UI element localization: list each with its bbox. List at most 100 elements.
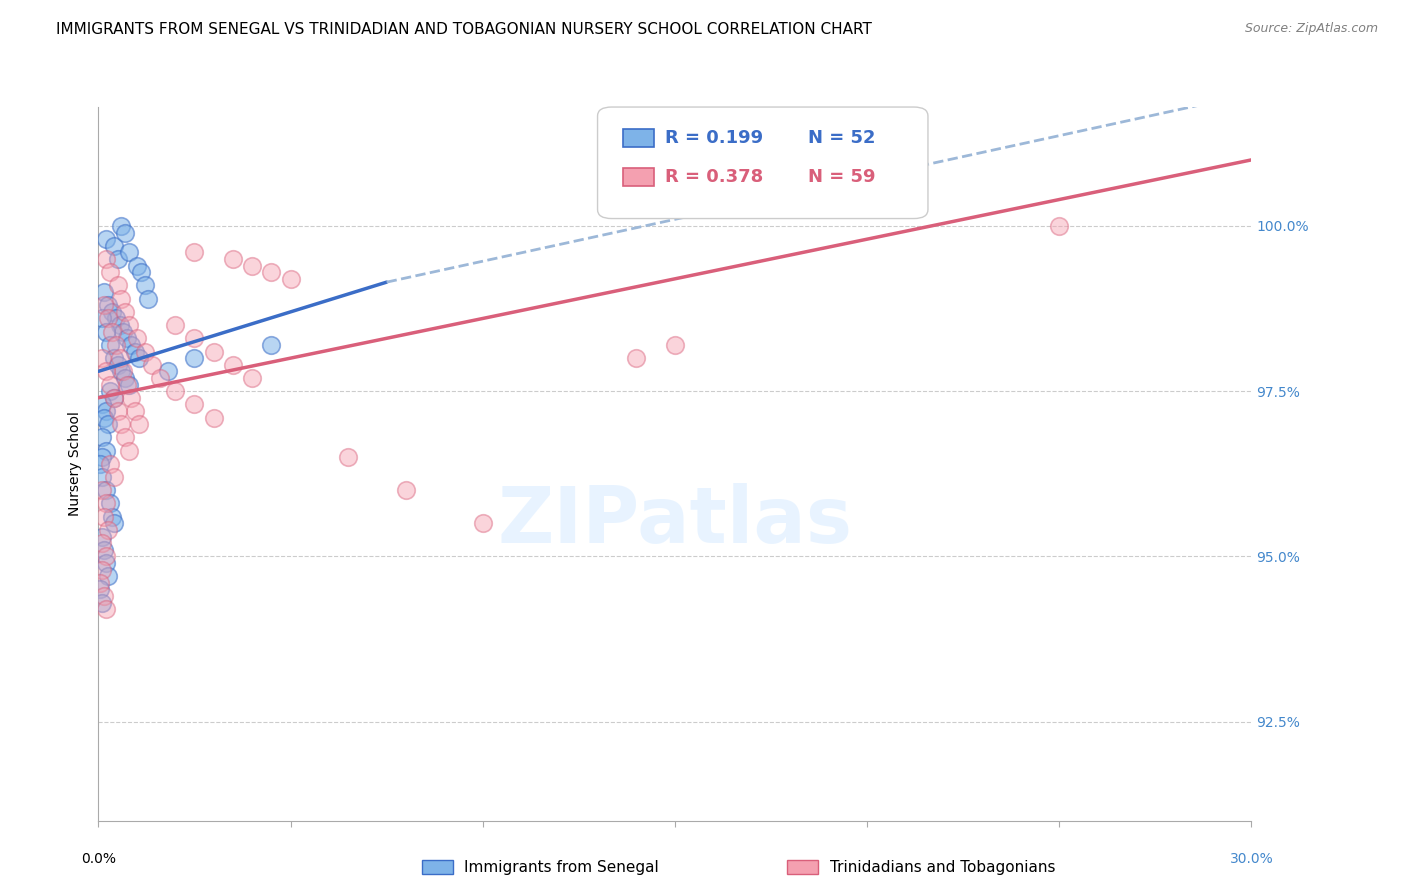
Point xyxy=(149,371,172,385)
Point xyxy=(97,417,120,432)
Point xyxy=(94,556,117,570)
Point xyxy=(118,318,141,332)
Point xyxy=(91,529,114,543)
Point xyxy=(89,582,111,597)
Point xyxy=(94,325,117,339)
Point xyxy=(138,292,160,306)
Point xyxy=(240,259,263,273)
Text: R = 0.199: R = 0.199 xyxy=(665,129,763,147)
Point xyxy=(103,239,125,253)
Point xyxy=(114,371,136,385)
Point xyxy=(134,344,156,359)
Point xyxy=(118,245,141,260)
Point xyxy=(260,338,283,352)
Point xyxy=(165,318,187,332)
Point xyxy=(93,285,115,299)
Point xyxy=(94,483,117,498)
Point xyxy=(103,470,125,484)
Point xyxy=(103,391,125,405)
Point xyxy=(222,252,245,266)
Text: Source: ZipAtlas.com: Source: ZipAtlas.com xyxy=(1244,22,1378,36)
Point xyxy=(183,331,205,345)
Text: N = 59: N = 59 xyxy=(808,168,876,186)
Point xyxy=(280,272,302,286)
Point xyxy=(107,252,129,266)
Point xyxy=(91,536,114,550)
Point xyxy=(108,318,131,332)
Point xyxy=(120,338,142,352)
Point xyxy=(471,516,494,531)
Point xyxy=(110,292,132,306)
Point xyxy=(93,542,115,557)
Text: R = 0.378: R = 0.378 xyxy=(665,168,763,186)
Point xyxy=(112,325,135,339)
Point xyxy=(202,344,225,359)
Text: Trinidadians and Tobagonians: Trinidadians and Tobagonians xyxy=(830,860,1054,874)
Point xyxy=(91,470,114,484)
Point xyxy=(664,338,686,352)
Y-axis label: Nursery School: Nursery School xyxy=(69,411,83,516)
Point xyxy=(118,377,141,392)
Point xyxy=(98,457,121,471)
Point xyxy=(104,311,127,326)
Point xyxy=(94,252,117,266)
Point xyxy=(260,265,283,279)
Point xyxy=(141,358,163,372)
Point xyxy=(128,417,150,432)
Point xyxy=(89,575,111,590)
Point xyxy=(91,430,114,444)
Point xyxy=(91,351,114,365)
Point xyxy=(107,404,129,418)
Point xyxy=(97,523,120,537)
Point xyxy=(103,351,125,365)
Point xyxy=(110,364,132,378)
Point xyxy=(97,569,120,583)
Point xyxy=(101,325,124,339)
Point xyxy=(98,265,121,279)
Point xyxy=(89,457,111,471)
Point xyxy=(91,563,114,577)
Point xyxy=(134,278,156,293)
Point xyxy=(110,219,132,233)
Point xyxy=(125,259,148,273)
Point xyxy=(101,305,124,319)
Point xyxy=(107,278,129,293)
Point xyxy=(91,450,114,465)
Point xyxy=(103,516,125,531)
Point xyxy=(183,351,205,365)
Point xyxy=(156,364,179,378)
Point xyxy=(114,305,136,319)
Point xyxy=(94,364,117,378)
Text: ZIPatlas: ZIPatlas xyxy=(498,483,852,559)
Point xyxy=(222,358,245,372)
Point xyxy=(91,311,114,326)
Point xyxy=(94,232,117,246)
Point xyxy=(1047,219,1070,233)
Point xyxy=(114,430,136,444)
Point xyxy=(124,404,146,418)
Point xyxy=(91,397,114,411)
Point xyxy=(94,443,117,458)
Point xyxy=(183,245,205,260)
Point xyxy=(93,589,115,603)
Point xyxy=(98,338,121,352)
Point xyxy=(107,358,129,372)
Point xyxy=(626,351,648,365)
Text: N = 52: N = 52 xyxy=(808,129,876,147)
Point xyxy=(117,377,139,392)
Point xyxy=(337,450,360,465)
Text: 30.0%: 30.0% xyxy=(1229,852,1274,866)
Point xyxy=(94,404,117,418)
Point xyxy=(91,483,114,498)
Point xyxy=(128,351,150,365)
Point xyxy=(101,509,124,524)
Text: IMMIGRANTS FROM SENEGAL VS TRINIDADIAN AND TOBAGONIAN NURSERY SCHOOL CORRELATION: IMMIGRANTS FROM SENEGAL VS TRINIDADIAN A… xyxy=(56,22,872,37)
Point xyxy=(104,338,127,352)
Point xyxy=(93,410,115,425)
Point xyxy=(93,298,115,312)
Point xyxy=(395,483,418,498)
Point xyxy=(114,226,136,240)
Point xyxy=(117,331,139,345)
Point xyxy=(112,364,135,378)
Text: 0.0%: 0.0% xyxy=(82,852,115,866)
